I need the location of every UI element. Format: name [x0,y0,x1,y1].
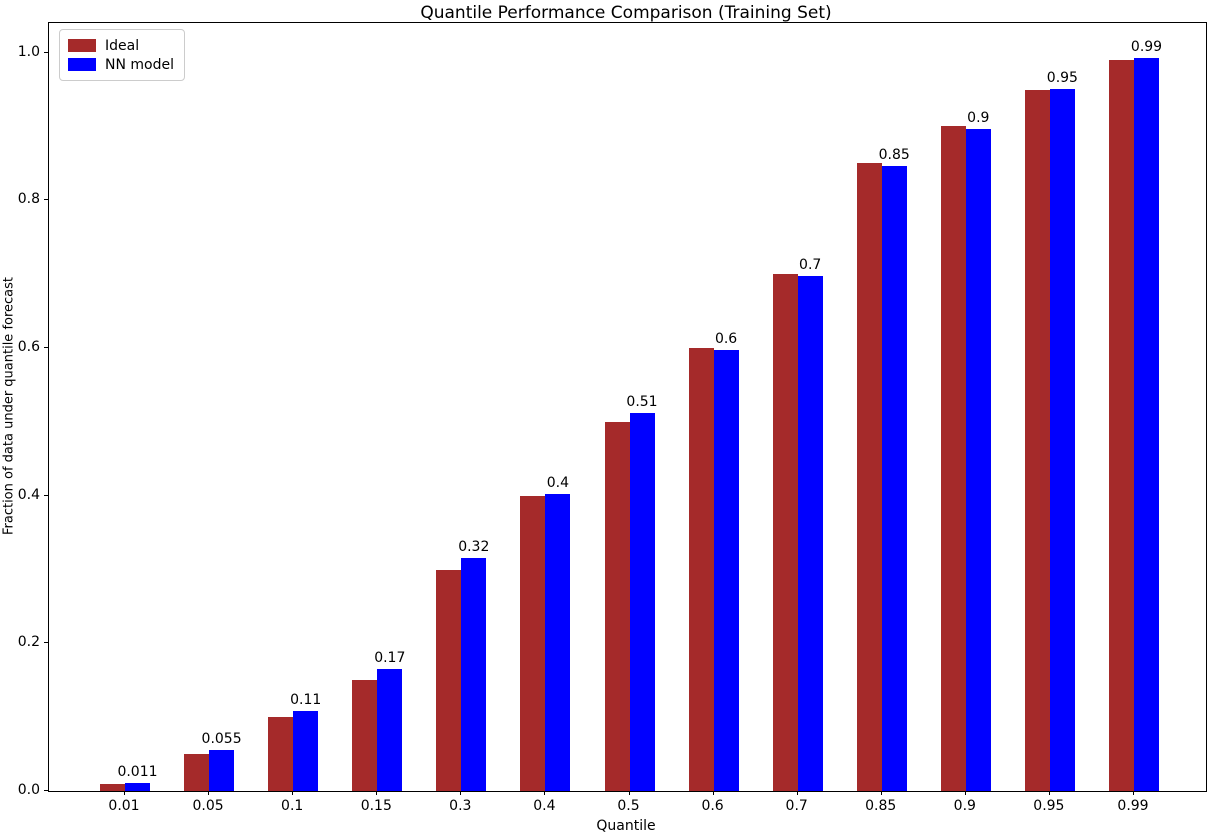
y-tick-label: 0.6 [17,338,40,355]
bar-value-label: 0.51 [626,393,658,410]
y-tick-label: 1.0 [17,43,40,60]
bar-ideal [268,717,294,791]
bar-nn-model [293,711,319,791]
legend-row: NN model [68,55,174,74]
legend: Ideal NN model [59,29,185,81]
bar-nn-model [1133,58,1159,791]
y-tick-mark [44,199,48,201]
x-tick-label: 0.9 [953,798,976,814]
bar-nn-model [1049,88,1075,791]
bar-value-label: 0.055 [201,731,242,748]
x-tick-mark [712,791,714,795]
x-tick-label: 0.15 [360,798,392,814]
bar-nn-model [125,782,151,791]
legend-label: Ideal [105,37,140,54]
x-tick-label: 0.7 [785,798,808,814]
x-tick-mark [964,791,966,795]
legend-label: NN model [105,56,174,73]
y-tick-label: 0.0 [17,782,40,798]
bar-ideal [352,680,378,791]
x-tick-mark [796,791,798,795]
y-tick-label: 0.2 [17,634,40,651]
bar-nn-model [545,494,571,791]
y-tick-label: 0.4 [17,486,40,503]
x-tick-label: 0.5 [617,798,640,814]
x-tick-mark [880,791,882,795]
bar-value-label: 0.6 [714,331,738,348]
bar-ideal [940,126,966,791]
bar-ideal [184,754,210,791]
bar-ideal [1108,59,1134,791]
bar-value-label: 0.9 [967,110,990,127]
x-tick-label: 0.99 [1117,798,1149,814]
legend-swatch-nn-model [68,58,96,71]
x-tick-label: 0.85 [865,798,897,814]
x-tick-mark [124,791,125,795]
y-tick-label: 0.8 [17,191,40,208]
y-tick-mark [44,642,48,644]
x-tick-mark [376,791,378,795]
y-tick-mark [44,346,48,348]
y-tick-mark [44,51,48,53]
bar-value-label: 0.011 [117,763,158,780]
x-tick-label: 0.3 [449,798,472,814]
x-tick-mark [544,791,546,795]
y-tick-mark [44,790,48,791]
bar-ideal [856,163,882,791]
bar-value-label: 0.32 [458,539,490,556]
x-tick-label: 0.95 [1033,798,1065,814]
bar-value-label: 0.11 [290,692,322,709]
bar-ideal [520,495,546,791]
bar-value-label: 0.95 [1046,69,1078,86]
bar-nn-model [965,129,991,791]
bar-nn-model [713,350,739,791]
x-tick-mark [628,791,630,795]
x-tick-label: 0.1 [281,798,304,814]
x-tick-mark [208,791,210,795]
x-tick-mark [292,791,294,795]
y-tick-mark [44,494,48,496]
bar-value-label: 0.4 [546,475,570,492]
bar-value-label: 0.85 [878,146,910,163]
legend-row: Ideal [68,36,174,55]
bar-ideal [436,569,462,791]
bar-ideal [772,274,798,791]
x-tick-mark [1048,791,1050,795]
bar-ideal [688,347,714,791]
x-tick-label: 0.4 [533,798,556,814]
bar-value-label: 0.17 [374,650,406,667]
x-tick-label: 0.01 [108,798,140,814]
chart-title: Quantile Performance Comparison (Trainin… [420,3,832,23]
x-tick-label: 0.05 [192,798,224,814]
bar-value-label: 0.99 [1130,39,1163,56]
bar-ideal [1024,89,1050,791]
bar-nn-model [377,669,403,791]
x-tick-mark [1133,791,1134,795]
bar-ideal [604,421,630,791]
legend-swatch-ideal [68,39,96,52]
plot-area: Ideal NN model 0.011 0.055 0.11 0.17 0.32 0.4 0… [48,22,1207,792]
bar-nn-model [797,275,823,791]
bar-value-label: 0.7 [799,256,822,273]
x-tick-mark [460,791,462,795]
bar-ideal [100,783,126,791]
bar-nn-model [461,558,487,791]
bar-nn-model [209,750,235,791]
bar-nn-model [629,412,655,791]
x-tick-label: 0.6 [701,798,724,814]
x-axis-label: Quantile [596,818,656,834]
bar-nn-model [881,165,907,791]
